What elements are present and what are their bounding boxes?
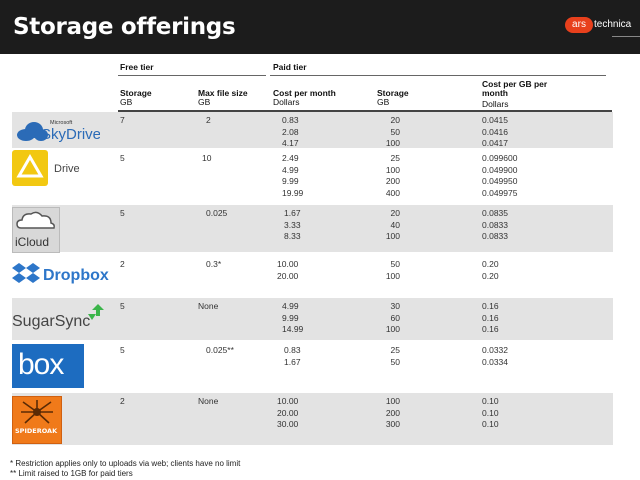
footnote-limit-raised: ** Limit raised to 1GB for paid tiers: [10, 469, 133, 478]
max-file: 0.3*: [206, 259, 222, 269]
cost-list: 4.99 9.99 14.99: [282, 301, 304, 334]
sync-arrow-icon: [92, 304, 104, 316]
cost-list: 2.49 4.99 9.99 19.99: [282, 153, 304, 198]
table-row-spideroak: SPIDEROAK 2 None 10.00 20.00 30.00 100 200 3…: [12, 393, 613, 445]
storage-list: 25 100 200 400: [385, 153, 400, 198]
footnote-web-restriction: * Restriction applies only to uploads vi…: [10, 459, 241, 468]
free-storage: 5: [120, 208, 125, 218]
table-row-icloud: iCloud 5 0.025 1.67 3.33 8.33 20 40 100 0.08…: [12, 205, 613, 253]
free-storage: 2: [120, 396, 125, 406]
cost-list: 0.83 2.08 4.17: [282, 115, 299, 148]
cloud-icon: [17, 122, 48, 141]
drive-triangle-icon: [16, 154, 44, 178]
spider-icon: [21, 400, 53, 424]
google-drive-logo: [12, 150, 48, 186]
free-tier-rule: [118, 75, 266, 76]
cost-list: 10.00 20.00: [277, 259, 299, 281]
storage-list: 30 60 100: [385, 301, 400, 334]
svg-text:SkyDrive: SkyDrive: [41, 126, 100, 143]
svg-text:Microsoft: Microsoft: [50, 120, 73, 126]
paid-tier-rule: [270, 75, 606, 76]
storage-list: 25 50: [390, 345, 400, 367]
table-row-skydrive: Microsoft SkyDrive 7 2 0.83 2.08 4.17 20 50…: [12, 112, 613, 148]
free-storage: 5: [120, 301, 125, 311]
col-cost-per-gb: Cost per GB per month Dollars: [482, 79, 548, 109]
table-row-dropbox: Dropbox 2 0.3* 10.00 20.00 50 100 0.20 0.20: [12, 256, 613, 296]
table-row-box: box 5 0.025** 0.83 1.67 25 50 0.0332 0.0334: [12, 342, 613, 390]
per-gb-list: 0.099600 0.049900 0.049950 0.049975: [482, 153, 518, 198]
dropbox-box-icon: [12, 263, 40, 283]
title-bar: Storage offerings ars technica: [0, 0, 640, 54]
per-gb-list: 0.20 0.20: [482, 259, 499, 281]
storage-list: 20 50 100: [385, 115, 400, 148]
storage-list: 100 200 300: [385, 396, 400, 429]
free-tier-heading: Free tier: [120, 62, 154, 72]
table-row-sugarsync: SugarSync 5 None 4.99 9.99 14.99 30 60 100 0…: [12, 298, 613, 340]
table-row-drive: Drive 5 10 2.49 4.99 9.99 19.99 25 100 200 400…: [12, 150, 613, 202]
per-gb-list: 0.10 0.10 0.10: [482, 396, 499, 429]
header-divider: [612, 36, 640, 37]
max-file: None: [198, 396, 219, 406]
free-storage: 5: [120, 345, 125, 355]
per-gb-list: 0.0415 0.0416 0.0417: [482, 115, 508, 148]
page-title: Storage offerings: [13, 14, 236, 40]
svg-text:SugarSync: SugarSync: [12, 313, 90, 330]
dropbox-logo: Dropbox: [12, 263, 109, 284]
cost-list: 10.00 20.00 30.00: [277, 396, 299, 429]
header-rule: [118, 110, 612, 112]
free-storage: 5: [120, 153, 125, 163]
max-file: None: [198, 301, 219, 311]
svg-text:Dropbox: Dropbox: [43, 267, 109, 284]
max-file: 10: [202, 153, 212, 163]
box-logo: box: [12, 344, 84, 388]
storage-list: 20 40 100: [385, 208, 400, 241]
col-cost-per-month: Cost per month Dollars: [273, 88, 336, 107]
free-storage: 7: [120, 115, 125, 125]
spideroak-logo: SPIDEROAK: [12, 396, 62, 444]
col-free-storage: Storage GB: [120, 88, 152, 107]
drive-logo-text: Drive: [54, 163, 80, 175]
col-paid-storage: Storage GB: [377, 88, 409, 107]
max-file: 0.025: [206, 208, 228, 218]
paid-tier-heading: Paid tier: [273, 62, 307, 72]
free-storage: 2: [120, 259, 125, 269]
icloud-logo: iCloud: [12, 207, 60, 253]
storage-list: 50 100: [385, 259, 400, 281]
cloud-outline-icon: [16, 211, 55, 229]
per-gb-list: 0.16 0.16 0.16: [482, 301, 499, 334]
per-gb-list: 0.0835 0.0833 0.0833: [482, 208, 508, 241]
cost-list: 1.67 3.33 8.33: [284, 208, 301, 241]
sugarsync-logo: SugarSync: [12, 304, 104, 330]
ars-logo-word: technica: [594, 19, 632, 31]
per-gb-list: 0.0332 0.0334: [482, 345, 508, 367]
skydrive-logo: Microsoft SkyDrive: [17, 120, 100, 143]
ars-technica-logo: ars technica: [565, 16, 632, 33]
ars-logo-circle: ars: [565, 16, 593, 33]
cost-list: 0.83 1.67: [284, 345, 301, 367]
max-file: 0.025**: [206, 345, 234, 355]
max-file: 2: [206, 115, 211, 125]
col-max-file-size: Max file size GB: [198, 88, 248, 107]
